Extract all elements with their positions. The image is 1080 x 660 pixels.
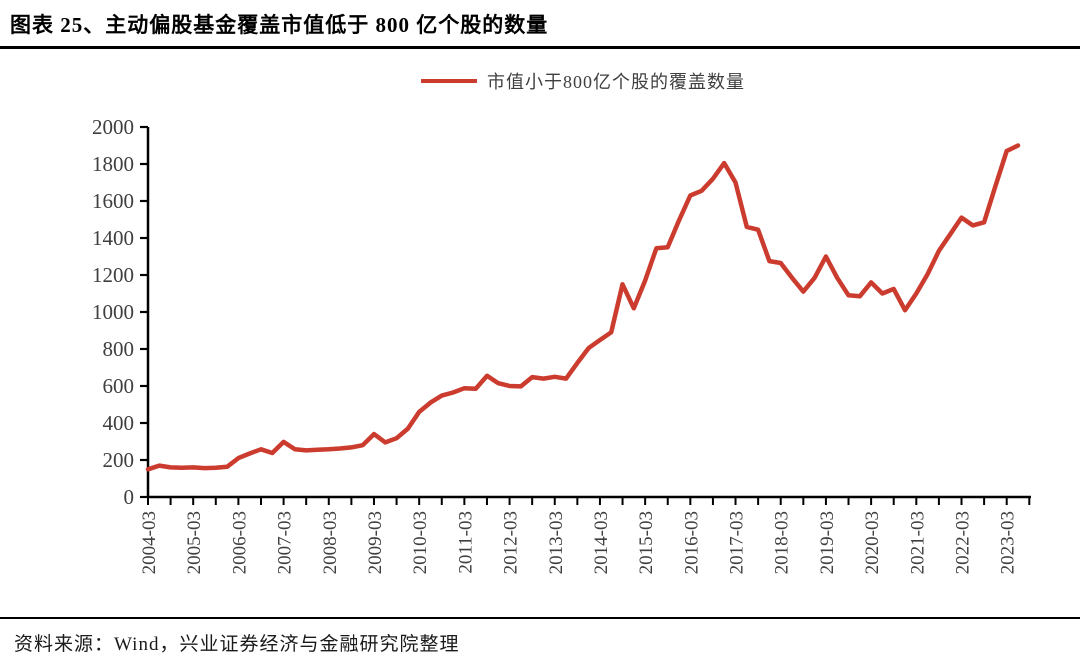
x-tick-label: 2020-03 — [862, 511, 883, 574]
x-tick-label: 2013-03 — [546, 511, 567, 574]
y-tick-label: 0 — [124, 485, 135, 509]
x-tick-label: 2016-03 — [681, 511, 702, 574]
legend-line-swatch — [421, 79, 477, 83]
x-tick-label: 2023-03 — [998, 511, 1019, 574]
source-text: 资料来源：Wind，兴业证券经济与金融研究院整理 — [14, 634, 460, 655]
figure-title: 图表 25、主动偏股基金覆盖市值低于 800 亿个股的数量 — [0, 0, 1080, 49]
x-tick-label: 2012-03 — [501, 511, 522, 574]
x-tick-label: 2021-03 — [907, 511, 928, 574]
chart-legend: 市值小于800亿个股的覆盖数量 — [148, 68, 1018, 94]
x-tick-label: 2015-03 — [636, 511, 657, 574]
y-tick-label: 1800 — [92, 152, 134, 176]
x-tick-label: 2011-03 — [455, 511, 476, 574]
legend-label: 市值小于800亿个股的覆盖数量 — [487, 72, 745, 92]
y-tick-label: 600 — [103, 374, 135, 398]
x-tick-label: 2018-03 — [772, 511, 793, 574]
x-tick-label: 2005-03 — [184, 511, 205, 574]
x-tick-label: 2019-03 — [817, 511, 838, 574]
x-tick-label: 2017-03 — [727, 511, 748, 574]
y-tick-label: 800 — [103, 337, 135, 361]
x-tick-label: 2010-03 — [410, 511, 431, 574]
y-tick-label: 400 — [103, 411, 135, 435]
x-tick-label: 2007-03 — [275, 511, 296, 574]
x-tick-label: 2022-03 — [953, 511, 974, 574]
y-tick-label: 200 — [103, 448, 135, 472]
x-tick-label: 2004-03 — [139, 511, 160, 574]
y-tick-label: 1600 — [92, 189, 134, 213]
x-tick-label: 2008-03 — [320, 511, 341, 574]
y-tick-label: 1400 — [92, 226, 134, 250]
source-note: 资料来源：Wind，兴业证券经济与金融研究院整理 — [0, 617, 1080, 656]
x-tick-label: 2009-03 — [365, 511, 386, 574]
y-tick-label: 2000 — [92, 115, 134, 139]
line-chart: 0 200 400 600 800 1000 1200 1400 1600 1800 2000 200… — [92, 115, 1031, 574]
x-tick-label: 2014-03 — [591, 511, 612, 574]
x-tick-label: 2006-03 — [229, 511, 250, 574]
y-tick-label: 1000 — [92, 300, 134, 324]
y-tick-label: 1200 — [92, 263, 134, 287]
series-line — [145, 143, 1021, 472]
